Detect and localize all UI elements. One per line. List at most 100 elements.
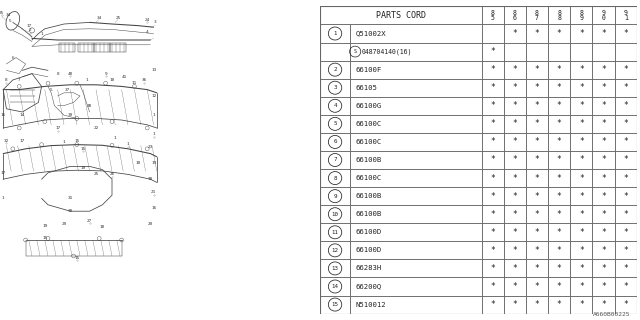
Text: S: S	[354, 49, 356, 54]
Bar	[481, 97, 504, 115]
Text: 8
5: 8 5	[491, 10, 495, 21]
Text: 17: 17	[1, 171, 6, 175]
Text: 32: 32	[4, 139, 9, 143]
Text: 66100B: 66100B	[356, 193, 382, 199]
Text: 15: 15	[332, 302, 339, 307]
Bar	[548, 169, 570, 187]
Text: *: *	[623, 246, 628, 255]
Bar	[350, 60, 481, 79]
Text: *: *	[601, 156, 606, 164]
Bar	[548, 187, 570, 205]
Text: 41: 41	[122, 75, 127, 79]
Text: 66100C: 66100C	[356, 121, 382, 127]
Bar	[481, 6, 504, 24]
Text: *: *	[534, 264, 540, 273]
Bar	[481, 223, 504, 241]
Text: 66100D: 66100D	[356, 229, 382, 235]
Bar	[481, 43, 504, 60]
Bar	[350, 205, 481, 223]
Text: *: *	[534, 101, 540, 110]
Text: 4: 4	[146, 30, 148, 34]
Text: 12: 12	[151, 94, 156, 98]
Bar	[526, 241, 548, 260]
Text: 40: 40	[68, 72, 73, 76]
Bar	[593, 43, 614, 60]
Text: 8
7: 8 7	[535, 10, 539, 21]
Text: *: *	[623, 210, 628, 219]
Text: A660B00225: A660B00225	[593, 312, 630, 317]
Text: *: *	[623, 101, 628, 110]
Bar	[350, 151, 481, 169]
Bar	[593, 296, 614, 314]
Text: *: *	[557, 210, 561, 219]
Text: *: *	[513, 192, 517, 201]
Bar	[593, 6, 614, 24]
Text: 1: 1	[63, 140, 65, 144]
Bar	[504, 296, 526, 314]
Bar	[526, 97, 548, 115]
Text: 1: 1	[114, 136, 116, 140]
Bar	[570, 187, 593, 205]
Bar	[481, 241, 504, 260]
Bar	[614, 277, 637, 296]
Bar	[593, 169, 614, 187]
Bar	[320, 277, 350, 296]
Bar	[570, 260, 593, 277]
Bar	[614, 24, 637, 43]
Bar	[614, 43, 637, 60]
Text: *: *	[557, 228, 561, 237]
Bar	[593, 241, 614, 260]
Bar	[320, 60, 350, 79]
Bar	[481, 187, 504, 205]
Bar	[548, 296, 570, 314]
Bar	[614, 79, 637, 97]
Text: *: *	[623, 192, 628, 201]
Text: *: *	[490, 228, 495, 237]
Text: *: *	[579, 246, 584, 255]
Bar	[320, 24, 350, 43]
Bar	[548, 60, 570, 79]
Text: 5: 5	[50, 88, 52, 92]
Text: *: *	[623, 29, 628, 38]
Bar	[570, 97, 593, 115]
Bar	[481, 205, 504, 223]
Bar	[60, 43, 76, 52]
Bar	[570, 277, 593, 296]
Bar	[548, 133, 570, 151]
Text: *: *	[534, 282, 540, 291]
Bar	[570, 205, 593, 223]
Text: 66100G: 66100G	[356, 103, 382, 109]
Bar	[548, 6, 570, 24]
Text: 16: 16	[151, 206, 156, 210]
Text: 1: 1	[40, 32, 43, 36]
Bar	[526, 133, 548, 151]
Text: *: *	[623, 65, 628, 74]
Text: *: *	[490, 173, 495, 183]
Bar	[570, 223, 593, 241]
Text: *: *	[579, 119, 584, 128]
Text: *: *	[579, 156, 584, 164]
Bar	[570, 133, 593, 151]
Bar	[570, 241, 593, 260]
Text: *: *	[579, 282, 584, 291]
Text: 66200Q: 66200Q	[356, 284, 382, 290]
Text: 10: 10	[332, 212, 339, 217]
Bar	[526, 151, 548, 169]
Bar	[526, 43, 548, 60]
Text: 9: 9	[104, 72, 107, 76]
Text: *: *	[513, 156, 517, 164]
Bar	[548, 241, 570, 260]
Text: *: *	[513, 101, 517, 110]
Text: 1: 1	[127, 142, 129, 146]
Text: *: *	[601, 300, 606, 309]
Text: *: *	[513, 282, 517, 291]
Text: 1: 1	[2, 196, 4, 200]
Text: 1: 1	[152, 132, 155, 136]
Text: *: *	[579, 137, 584, 147]
Bar	[504, 187, 526, 205]
Text: *: *	[490, 137, 495, 147]
Bar	[614, 97, 637, 115]
Bar	[593, 115, 614, 133]
Text: *: *	[490, 192, 495, 201]
Bar	[504, 6, 526, 24]
